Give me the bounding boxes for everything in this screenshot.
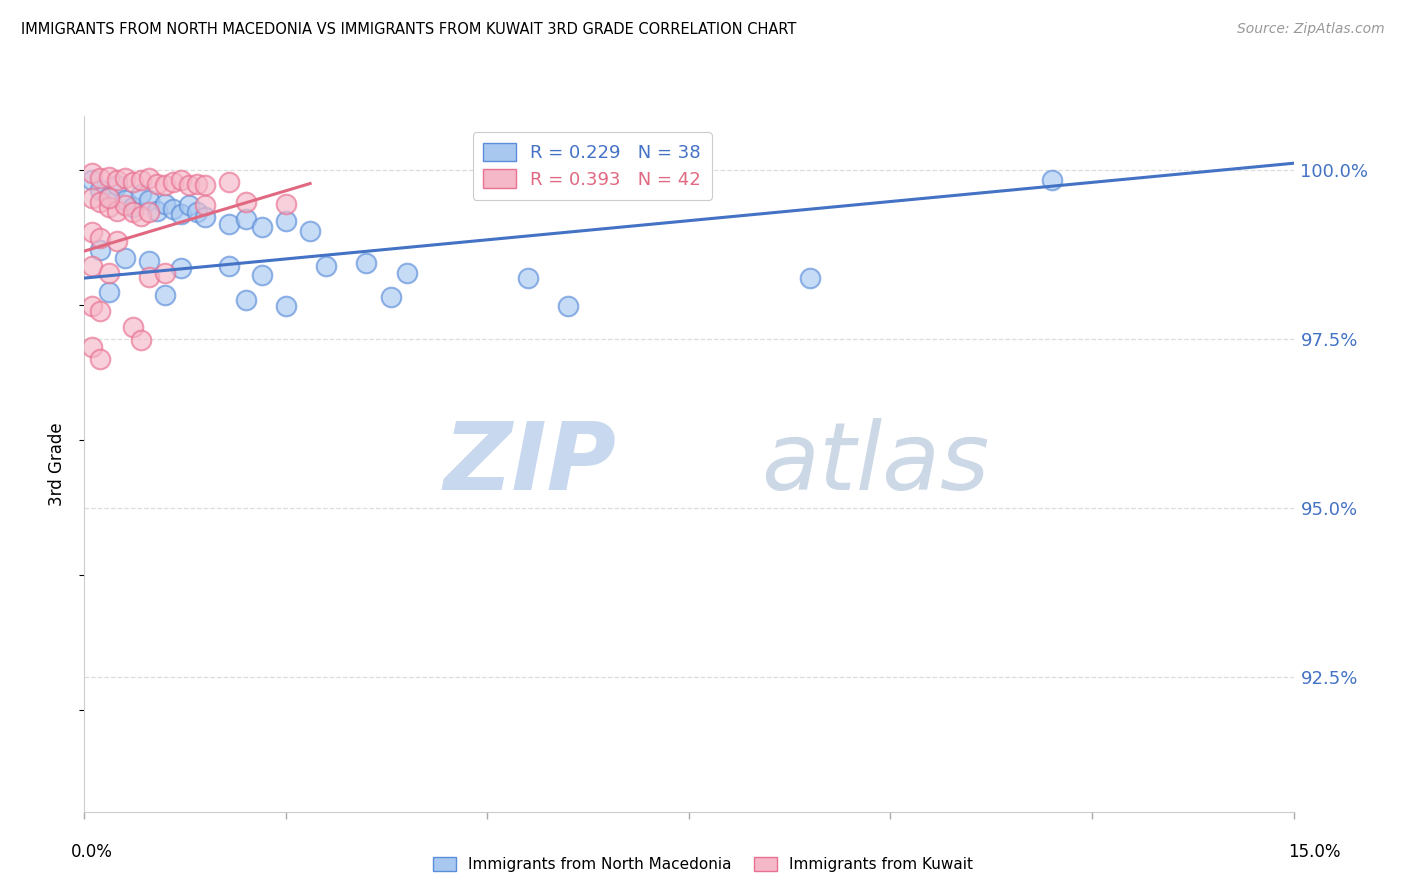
Point (146, 203, 169, 218)
Point (516, 271, 538, 285)
Point (138, 269, 160, 284)
Point (299, 224, 322, 238)
Point (146, 177, 169, 191)
Point (162, 175, 184, 189)
Point (170, 260, 193, 275)
Point (356, 256, 378, 270)
Point (121, 200, 143, 214)
Text: 0.0%: 0.0% (70, 843, 112, 861)
Text: IMMIGRANTS FROM NORTH MACEDONIA VS IMMIGRANTS FROM KUWAIT 3RD GRADE CORRELATION : IMMIGRANTS FROM NORTH MACEDONIA VS IMMIG… (21, 22, 796, 37)
Point (138, 194, 160, 208)
Point (274, 196, 297, 211)
Text: atlas: atlas (762, 418, 990, 509)
Point (89, 195, 111, 210)
Point (274, 300, 297, 314)
Point (194, 178, 217, 192)
Point (89, 230, 111, 244)
Point (395, 266, 418, 280)
Point (235, 211, 257, 226)
Point (250, 220, 273, 235)
Point (114, 251, 136, 265)
Point (153, 266, 176, 280)
Text: 15.0%: 15.0% (1288, 843, 1341, 861)
Point (97, 200, 120, 214)
Point (235, 293, 257, 307)
Point (170, 173, 193, 187)
Point (121, 205, 143, 219)
Point (194, 198, 217, 212)
Point (82, 225, 104, 239)
Legend: Immigrants from North Macedonia, Immigrants from Kuwait: Immigrants from North Macedonia, Immigra… (425, 849, 981, 880)
Point (218, 259, 240, 273)
Point (153, 288, 176, 302)
Point (315, 259, 337, 273)
Point (179, 198, 201, 212)
Y-axis label: 3rd Grade: 3rd Grade (48, 422, 66, 506)
Point (89, 183, 111, 197)
Point (194, 211, 217, 225)
Point (218, 217, 240, 231)
Point (105, 203, 128, 218)
Point (186, 205, 208, 219)
Point (82, 191, 104, 205)
Point (186, 177, 208, 191)
Point (129, 173, 152, 187)
Point (121, 319, 143, 334)
Point (218, 175, 240, 189)
Point (557, 300, 579, 314)
Point (89, 243, 111, 257)
Point (170, 207, 193, 221)
Point (516, 180, 538, 194)
Point (235, 195, 257, 210)
Point (250, 268, 273, 282)
Point (1040, 173, 1063, 187)
Point (105, 178, 128, 192)
Point (179, 178, 201, 192)
Point (114, 194, 136, 208)
Point (129, 186, 152, 201)
Point (89, 303, 111, 318)
Point (138, 171, 160, 186)
Point (138, 254, 160, 268)
Point (89, 352, 111, 367)
Point (114, 198, 136, 212)
Point (97, 285, 120, 299)
Point (97, 266, 120, 280)
Point (129, 209, 152, 223)
Point (97, 190, 120, 204)
Point (138, 205, 160, 219)
Text: Source: ZipAtlas.com: Source: ZipAtlas.com (1237, 22, 1385, 37)
Point (121, 175, 143, 189)
Point (380, 290, 402, 304)
Point (97, 169, 120, 184)
Legend: R = 0.229   N = 38, R = 0.393   N = 42: R = 0.229 N = 38, R = 0.393 N = 42 (472, 132, 711, 200)
Point (89, 171, 111, 186)
Point (97, 191, 120, 205)
Point (105, 173, 128, 187)
Point (153, 178, 176, 192)
Point (153, 196, 176, 211)
Point (274, 213, 297, 227)
Point (162, 202, 184, 217)
Point (82, 259, 104, 273)
Point (105, 234, 128, 248)
Point (82, 340, 104, 354)
Point (129, 333, 152, 347)
Point (799, 271, 821, 285)
Point (82, 166, 104, 180)
Point (82, 300, 104, 314)
Text: ZIP: ZIP (443, 417, 616, 510)
Point (82, 173, 104, 187)
Point (114, 171, 136, 186)
